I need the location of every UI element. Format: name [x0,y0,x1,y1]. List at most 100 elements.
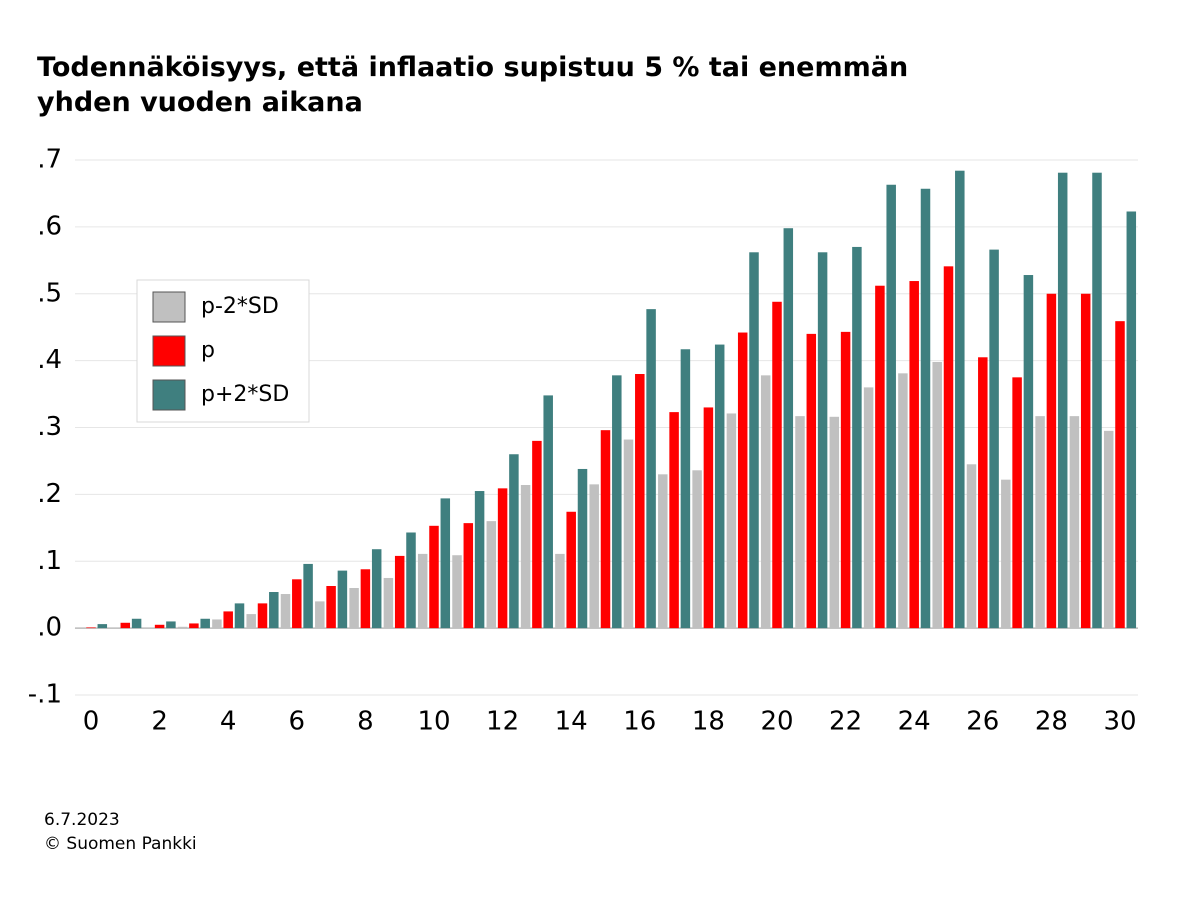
bar [154,624,165,629]
bar [875,285,885,629]
bar [86,627,96,629]
bar [280,594,291,629]
bar [783,228,794,629]
bar [817,252,828,629]
bar [383,577,394,629]
x-tick-label: 30 [1103,707,1136,737]
bar [612,375,622,629]
legend-label: p+2*SD [201,382,289,407]
legend-swatch [152,335,186,367]
x-tick-label: 10 [417,707,450,737]
bar [943,266,954,629]
bar [749,252,759,629]
y-tick-label: .3 [37,412,62,442]
x-tick-label: 12 [486,707,519,737]
bar [989,249,999,629]
bar [269,592,279,629]
bar [429,525,439,629]
bar [166,621,176,629]
y-tick-label: .4 [37,345,62,375]
footer-date: 6.7.2023 [44,810,120,830]
chart-title: Todennäköisyys, että inflaatio supistuu … [37,52,909,118]
bar [200,618,210,629]
y-tick-label: -.1 [28,680,62,710]
bar [658,474,668,629]
footer-source: © Suomen Pankki [44,834,197,854]
bar [97,624,108,629]
bar [978,357,988,629]
bar [577,468,588,629]
bar [109,627,119,629]
y-tick-label: .0 [37,613,62,643]
bar [440,498,451,629]
bar [680,349,691,629]
bar [212,619,222,629]
bar [177,626,188,629]
bar [131,618,142,629]
bar [726,413,737,629]
bar [852,246,862,629]
bar [1001,479,1011,629]
bar [246,614,256,629]
footer: 6.7.2023 © Suomen Pankki [44,808,197,856]
bar [1057,172,1068,629]
bar [932,361,942,629]
legend-label: p [201,338,215,363]
bar [532,440,542,629]
bar [760,375,771,629]
x-tick-label: 22 [829,707,862,737]
bar [349,588,359,629]
legend-swatch [152,291,186,323]
x-tick-label: 2 [151,707,168,737]
bar [623,439,634,629]
bar [474,491,485,629]
bar [394,555,405,629]
y-tick-label: .1 [37,546,62,576]
bar [714,344,725,629]
bar [452,555,462,629]
bar [635,374,645,629]
bar [772,301,782,629]
bar [1012,377,1022,629]
bar [486,521,497,629]
y-tick-label: .6 [37,211,62,241]
bar [189,623,199,629]
bar [966,464,977,629]
bar [1080,293,1091,629]
x-tick-label: 16 [623,707,656,737]
bar [898,373,908,629]
bar [257,603,268,629]
bar [74,628,85,629]
bar [326,585,336,629]
bar [337,570,348,629]
x-tick-label: 8 [357,707,374,737]
bar [223,611,233,629]
bar [120,622,131,629]
chart: -.1.0.1.2.3.4.5.6.70 2 4 6 8 10 12 14 16 18 20 22 24… [28,145,1138,737]
bar [315,601,325,629]
bar [806,333,817,629]
y-tick-label: .2 [37,479,62,509]
bar [360,569,371,629]
bar [509,454,519,629]
bar [840,331,851,629]
bar [555,553,565,629]
x-tick-label: 20 [760,707,793,737]
x-tick-label: 0 [83,707,100,737]
bar [371,549,382,629]
bar [543,395,553,629]
legend-swatch [152,379,186,411]
bar [566,511,576,629]
bar [303,563,313,629]
bar [600,430,611,629]
y-tick-label: .5 [37,278,62,308]
x-tick-label: 18 [692,707,725,737]
bar [143,627,154,629]
bar [1103,430,1114,629]
x-tick-label: 4 [220,707,237,737]
bar [1046,293,1057,629]
bar [1092,172,1102,629]
bar [669,412,679,629]
bar [737,332,748,629]
